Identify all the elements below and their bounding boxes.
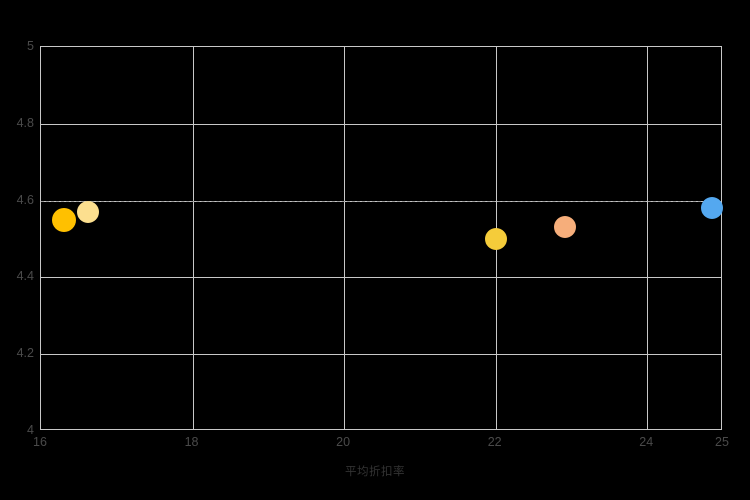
data-point[interactable] — [484, 228, 507, 250]
x-axis-tick-label: 16 — [33, 435, 47, 449]
y-axis-tick-label: 4.4 — [16, 269, 34, 284]
gridline-horizontal — [41, 123, 721, 125]
gridline-vertical — [647, 47, 649, 429]
gridline-vertical — [344, 47, 346, 429]
y-axis-tick-label: 4.6 — [16, 192, 34, 207]
y-axis-tick-label: 4.8 — [16, 115, 34, 130]
gridline-horizontal — [41, 354, 721, 356]
x-axis-title: 平均折扣率 — [345, 466, 405, 478]
x-axis-tick-label: 20 — [336, 435, 351, 449]
y-axis-tick-label: 5 — [27, 38, 34, 53]
x-axis-tick-label: 18 — [184, 435, 199, 449]
data-point[interactable] — [700, 197, 723, 220]
x-axis-tick-label: 25 — [715, 435, 729, 449]
data-point[interactable] — [76, 201, 99, 224]
y-axis-tick-label: 4.2 — [16, 345, 34, 360]
reference-line — [41, 200, 721, 202]
gridline-horizontal — [41, 277, 721, 279]
x-axis-tick-label: 22 — [487, 435, 502, 449]
data-point[interactable] — [554, 216, 577, 239]
gridline-vertical — [192, 47, 194, 429]
y-axis-tick-labels: 4 4.2 4.4 4.6 4.8 5 — [0, 0, 34, 500]
x-axis-tick-label: 24 — [639, 435, 654, 449]
data-point[interactable] — [51, 207, 76, 232]
plot-area — [40, 46, 723, 430]
y-axis-tick-label: 4 — [27, 422, 34, 437]
